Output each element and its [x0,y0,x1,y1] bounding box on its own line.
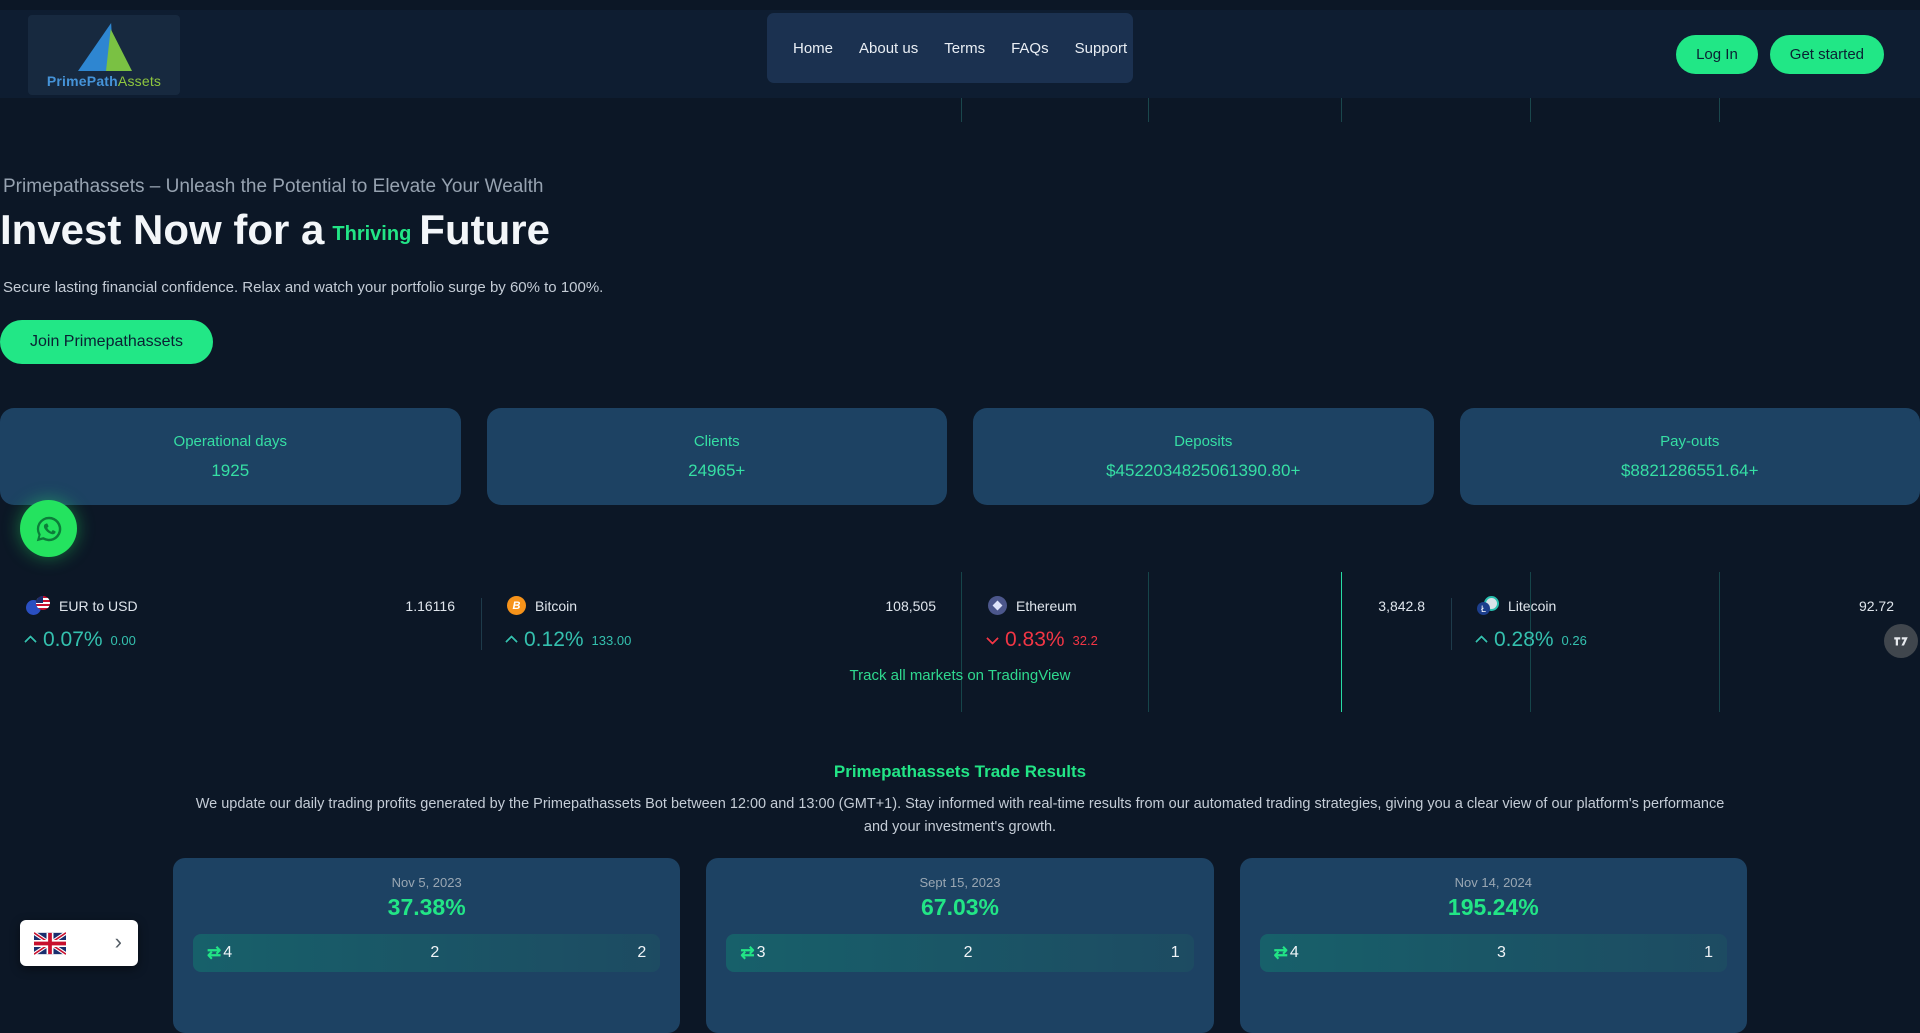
logo-text: PrimePathAssets [47,73,161,89]
stat-card-deposits: Deposits $4522034825061390.80+ [973,408,1434,505]
header-actions: Log In Get started [1676,35,1884,74]
litecoin-icon: Ł [1477,596,1499,615]
ethereum-icon [988,596,1007,615]
nav-link-about[interactable]: About us [859,40,918,57]
language-selector[interactable]: › [20,920,138,966]
trade-result-card: Nov 14, 2024 195.24% ⇄4 3 1 [1240,858,1747,1033]
stats-row: Operational days 1925 Clients 24965+ Dep… [0,408,1920,505]
trade-results-description: We update our daily trading profits gene… [185,793,1735,839]
hero-eyebrow: Primepathassets – Unleash the Potential … [3,176,543,198]
get-started-button[interactable]: Get started [1770,35,1884,74]
swap-arrows-icon: ⇄ [207,943,221,963]
ticker-item-bitcoin[interactable]: B Bitcoin 108,505 0.12% 133.00 [481,596,962,652]
hero-subtitle: Secure lasting financial confidence. Rel… [3,279,603,296]
trade-date: Sept 15, 2023 [726,875,1193,890]
login-button[interactable]: Log In [1676,35,1758,74]
trade-percent: 67.03% [726,894,1193,921]
grid-tick [1719,98,1720,122]
nav-link-faqs[interactable]: FAQs [1011,40,1049,57]
grid-tick [961,98,962,122]
whatsapp-icon [32,512,66,546]
trade-results-cards: Nov 5, 2023 37.38% ⇄4 2 2 Sept 15, 2023 … [173,858,1747,1033]
logo-sail-icon [72,19,136,71]
trade-counts-bar: ⇄4 2 2 [193,934,660,972]
trade-percent: 195.24% [1260,894,1727,921]
trade-counts-bar: ⇄3 2 1 [726,934,1193,972]
trade-percent: 37.38% [193,894,660,921]
trade-result-card: Sept 15, 2023 67.03% ⇄3 2 1 [706,858,1213,1033]
uk-flag-icon [34,932,66,955]
nav-link-support[interactable]: Support [1075,40,1128,57]
header: PrimePathAssets Home About us Terms FAQs… [0,10,1920,98]
trend-down-icon [986,632,999,645]
trade-date: Nov 5, 2023 [193,875,660,890]
swap-arrows-icon: ⇄ [1274,943,1288,963]
trade-date: Nov 14, 2024 [1260,875,1727,890]
nav-link-terms[interactable]: Terms [944,40,985,57]
whatsapp-float-button[interactable] [20,500,77,557]
trend-up-icon [24,635,37,648]
tradingview-icon[interactable] [1884,624,1918,658]
ticker-item-eurusd[interactable]: EUR to USD 1.16116 0.07% 0.00 [0,596,481,652]
trade-counts-bar: ⇄4 3 1 [1260,934,1727,972]
main-nav: Home About us Terms FAQs Support [767,13,1133,83]
trade-result-card: Nov 5, 2023 37.38% ⇄4 2 2 [173,858,680,1033]
ticker-item-litecoin[interactable]: Ł Litecoin 92.72 0.28% 0.26 [1451,596,1920,652]
eurusd-flag-icon [26,596,50,615]
trend-up-icon [1475,635,1488,648]
stat-card-clients: Clients 24965+ [487,408,948,505]
grid-tick [1341,98,1342,122]
bitcoin-icon: B [507,596,526,615]
grid-tick [1148,98,1149,122]
grid-tick [1530,98,1531,122]
join-button[interactable]: Join Primepathassets [0,320,213,364]
trade-results-title: Primepathassets Trade Results [0,762,1920,782]
trend-up-icon [505,635,518,648]
chevron-right-icon: › [115,931,122,953]
hero-title-highlight: Thriving [332,223,411,245]
stat-card-payouts: Pay-outs $8821286551.64+ [1460,408,1920,505]
ticker-item-ethereum[interactable]: Ethereum 3,842.8 0.83% 32.2 [962,596,1451,652]
nav-link-home[interactable]: Home [793,40,833,57]
swap-arrows-icon: ⇄ [740,943,754,963]
stat-card-operational-days: Operational days 1925 [0,408,461,505]
logo: PrimePathAssets [28,15,180,95]
track-markets-link[interactable]: Track all markets on TradingView [0,667,1920,684]
